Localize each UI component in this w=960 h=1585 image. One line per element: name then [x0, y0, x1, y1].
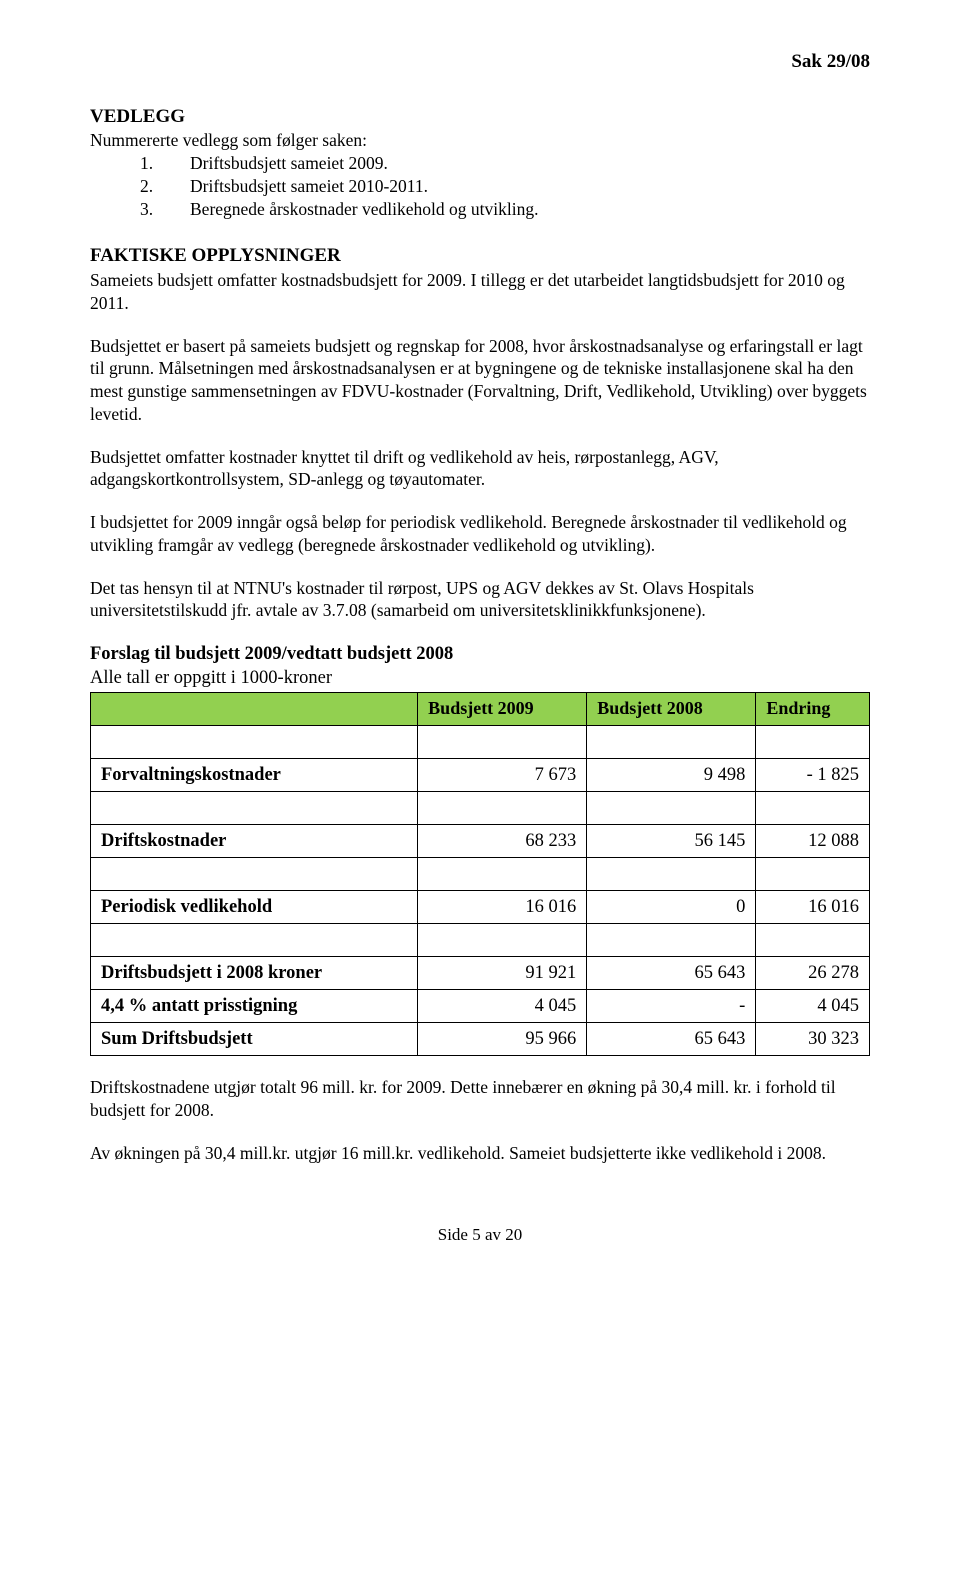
table-cell-label: 4,4 % antatt prisstigning — [91, 989, 418, 1022]
table-cell-value: 16 016 — [418, 890, 587, 923]
table-cell-value: 68 233 — [418, 824, 587, 857]
table-spacer-cell — [587, 791, 756, 824]
table-spacer-cell — [91, 857, 418, 890]
info-title: FAKTISKE OPPLYSNINGER — [90, 244, 870, 269]
table-cell-value: 12 088 — [756, 824, 870, 857]
table-spacer-cell — [418, 857, 587, 890]
table-header-cell: Budsjett 2009 — [418, 693, 587, 725]
table-cell-value: 65 643 — [587, 956, 756, 989]
table-cell-value: - 1 825 — [756, 758, 870, 791]
table-cell-label: Driftskostnader — [91, 824, 418, 857]
closing-p1: Driftskostnadene utgjør totalt 96 mill. … — [90, 1076, 870, 1122]
table-spacer-cell — [91, 725, 418, 758]
list-item: 1.Driftsbudsjett sameiet 2009. — [140, 152, 870, 175]
list-item: 2.Driftsbudsjett sameiet 2010-2011. — [140, 175, 870, 198]
table-cell-value: 95 966 — [418, 1022, 587, 1055]
table-cell-label: Forvaltningskostnader — [91, 758, 418, 791]
table-header-cell: Endring — [756, 693, 870, 725]
table-cell-label: Periodisk vedlikehold — [91, 890, 418, 923]
table-cell-label: Driftsbudsjett i 2008 kroner — [91, 956, 418, 989]
info-p3: Budsjettet omfatter kostnader knyttet ti… — [90, 446, 870, 492]
closing-p2: Av økningen på 30,4 mill.kr. utgjør 16 m… — [90, 1142, 870, 1165]
table-spacer-cell — [91, 791, 418, 824]
table-spacer-cell — [418, 923, 587, 956]
table-spacer-cell — [756, 725, 870, 758]
list-item-number: 2. — [140, 175, 190, 198]
table-spacer-cell — [756, 923, 870, 956]
list-item-number: 1. — [140, 152, 190, 175]
list-item-text: Beregnede årskostnader vedlikehold og ut… — [190, 198, 538, 221]
info-p2: Budsjettet er basert på sameiets budsjet… — [90, 335, 870, 426]
table-cell-value: 65 643 — [587, 1022, 756, 1055]
table-cell-value: 30 323 — [756, 1022, 870, 1055]
table-cell-label: Sum Driftsbudsjett — [91, 1022, 418, 1055]
info-p1: Sameiets budsjett omfatter kostnadsbudsj… — [90, 269, 870, 315]
table-spacer-row — [91, 791, 870, 824]
table-cell-value: 26 278 — [756, 956, 870, 989]
list-item-text: Driftsbudsjett sameiet 2010-2011. — [190, 175, 428, 198]
info-p5: Det tas hensyn til at NTNU's kostnader t… — [90, 577, 870, 623]
table-header-cell: Budsjett 2008 — [587, 693, 756, 725]
table-spacer-cell — [91, 923, 418, 956]
list-item: 3.Beregnede årskostnader vedlikehold og … — [140, 198, 870, 221]
table-cell-value: - — [587, 989, 756, 1022]
table-spacer-cell — [587, 725, 756, 758]
table-spacer-cell — [418, 791, 587, 824]
attachments-list: 1.Driftsbudsjett sameiet 2009.2.Driftsbu… — [90, 152, 870, 220]
table-cell-value: 0 — [587, 890, 756, 923]
table-row: Sum Driftsbudsjett95 96665 64330 323 — [91, 1022, 870, 1055]
table-row: 4,4 % antatt prisstigning4 045-4 045 — [91, 989, 870, 1022]
table-spacer-cell — [418, 725, 587, 758]
table-row: Driftsbudsjett i 2008 kroner91 92165 643… — [91, 956, 870, 989]
table-cell-value: 56 145 — [587, 824, 756, 857]
table-spacer-cell — [587, 923, 756, 956]
table-spacer-cell — [756, 857, 870, 890]
table-cell-value: 9 498 — [587, 758, 756, 791]
attachments-subtitle: Nummererte vedlegg som følger saken: — [90, 129, 870, 152]
list-item-number: 3. — [140, 198, 190, 221]
case-number: Sak 29/08 — [90, 50, 870, 75]
table-cell-value: 91 921 — [418, 956, 587, 989]
info-section: FAKTISKE OPPLYSNINGER Sameiets budsjett … — [90, 244, 870, 314]
table-spacer-cell — [756, 791, 870, 824]
table-cell-value: 4 045 — [756, 989, 870, 1022]
info-p4: I budsjettet for 2009 inngår også beløp … — [90, 511, 870, 557]
attachments-title: VEDLEGG — [90, 105, 870, 130]
table-row: Forvaltningskostnader7 6739 498- 1 825 — [91, 758, 870, 791]
table-spacer-row — [91, 725, 870, 758]
table-cell-value: 7 673 — [418, 758, 587, 791]
table-cell-value: 16 016 — [756, 890, 870, 923]
table-body: Forvaltningskostnader7 6739 498- 1 825 D… — [91, 725, 870, 1055]
budget-subheading: Alle tall er oppgitt i 1000-kroner — [90, 666, 870, 690]
page-footer: Side 5 av 20 — [90, 1224, 870, 1246]
table-header-cell — [91, 693, 418, 725]
table-spacer-cell — [587, 857, 756, 890]
list-item-text: Driftsbudsjett sameiet 2009. — [190, 152, 388, 175]
table-row: Periodisk vedlikehold16 016016 016 — [91, 890, 870, 923]
table-spacer-row — [91, 857, 870, 890]
table-spacer-row — [91, 923, 870, 956]
table-row: Driftskostnader68 23356 14512 088 — [91, 824, 870, 857]
budget-table: Budsjett 2009Budsjett 2008Endring Forval… — [90, 692, 870, 1056]
table-header-row: Budsjett 2009Budsjett 2008Endring — [91, 693, 870, 725]
budget-heading: Forslag til budsjett 2009/vedtatt budsje… — [90, 642, 870, 666]
table-cell-value: 4 045 — [418, 989, 587, 1022]
attachments-section: VEDLEGG Nummererte vedlegg som følger sa… — [90, 105, 870, 221]
